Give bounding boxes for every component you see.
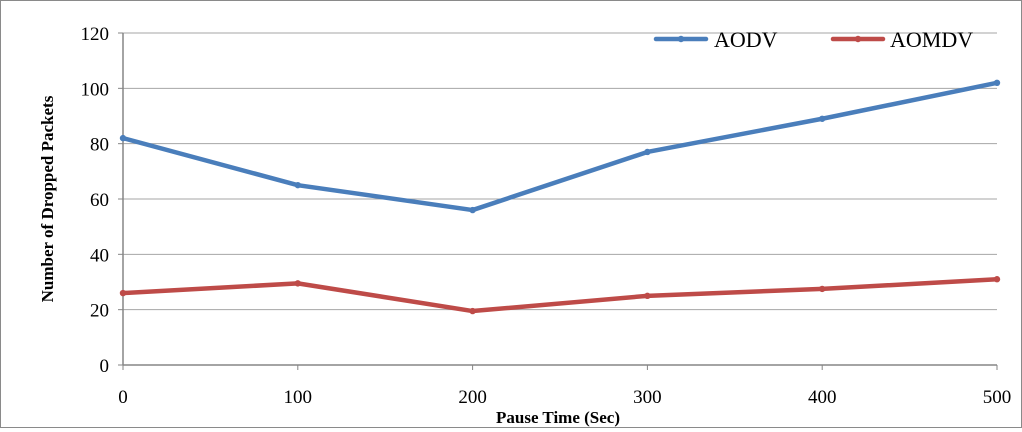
legend-label-aomdv: AOMDV: [890, 27, 973, 52]
data-point-aomdv: [119, 289, 127, 297]
data-point-aodv: [119, 134, 127, 142]
y-tick-label: 60: [90, 190, 109, 211]
x-tick-label: 500: [983, 387, 1012, 408]
x-tick-label: 300: [633, 387, 662, 408]
legend-marker-aomdv: [854, 35, 862, 43]
series-line-aomdv: [120, 276, 1000, 314]
data-point-aomdv: [644, 292, 651, 300]
x-tick-label: 100: [284, 387, 313, 408]
y-tick-label: 40: [90, 245, 109, 266]
data-point-aodv: [993, 79, 1001, 87]
data-point-aodv: [819, 115, 826, 122]
x-axis-title: Pause Time (Sec): [496, 408, 620, 427]
series-line-aodv: [120, 80, 1000, 213]
x-tick-label: 400: [808, 387, 837, 408]
data-point-aodv: [469, 206, 476, 214]
data-point-aodv: [644, 148, 651, 156]
y-axis-title: Number of Dropped Packets: [38, 95, 57, 302]
legend: AODV AOMDV: [653, 27, 973, 52]
y-tick-labels: 0 20 40 60 80 100 120: [81, 24, 110, 377]
y-tick-label: 80: [90, 135, 109, 156]
gridlines: [123, 32, 997, 311]
y-tick-label: 20: [90, 301, 109, 322]
x-tick-labels: 0 100 200 300 400 500: [118, 387, 1011, 408]
legend-label-aodv: AODV: [714, 27, 778, 52]
y-tick-label: 100: [81, 79, 110, 100]
y-tick-label: 120: [81, 24, 110, 45]
data-point-aomdv: [819, 285, 826, 293]
y-tick-label: 0: [100, 356, 110, 377]
legend-marker-aodv: [677, 35, 685, 43]
x-tick-label: 0: [118, 387, 128, 408]
series: [119, 79, 1001, 315]
x-tick-label: 200: [458, 387, 487, 408]
data-point-aomdv: [469, 307, 476, 315]
data-point-aomdv: [993, 276, 1001, 283]
data-point-aodv: [294, 181, 301, 189]
axes: [118, 32, 998, 370]
data-point-aomdv: [294, 280, 301, 287]
